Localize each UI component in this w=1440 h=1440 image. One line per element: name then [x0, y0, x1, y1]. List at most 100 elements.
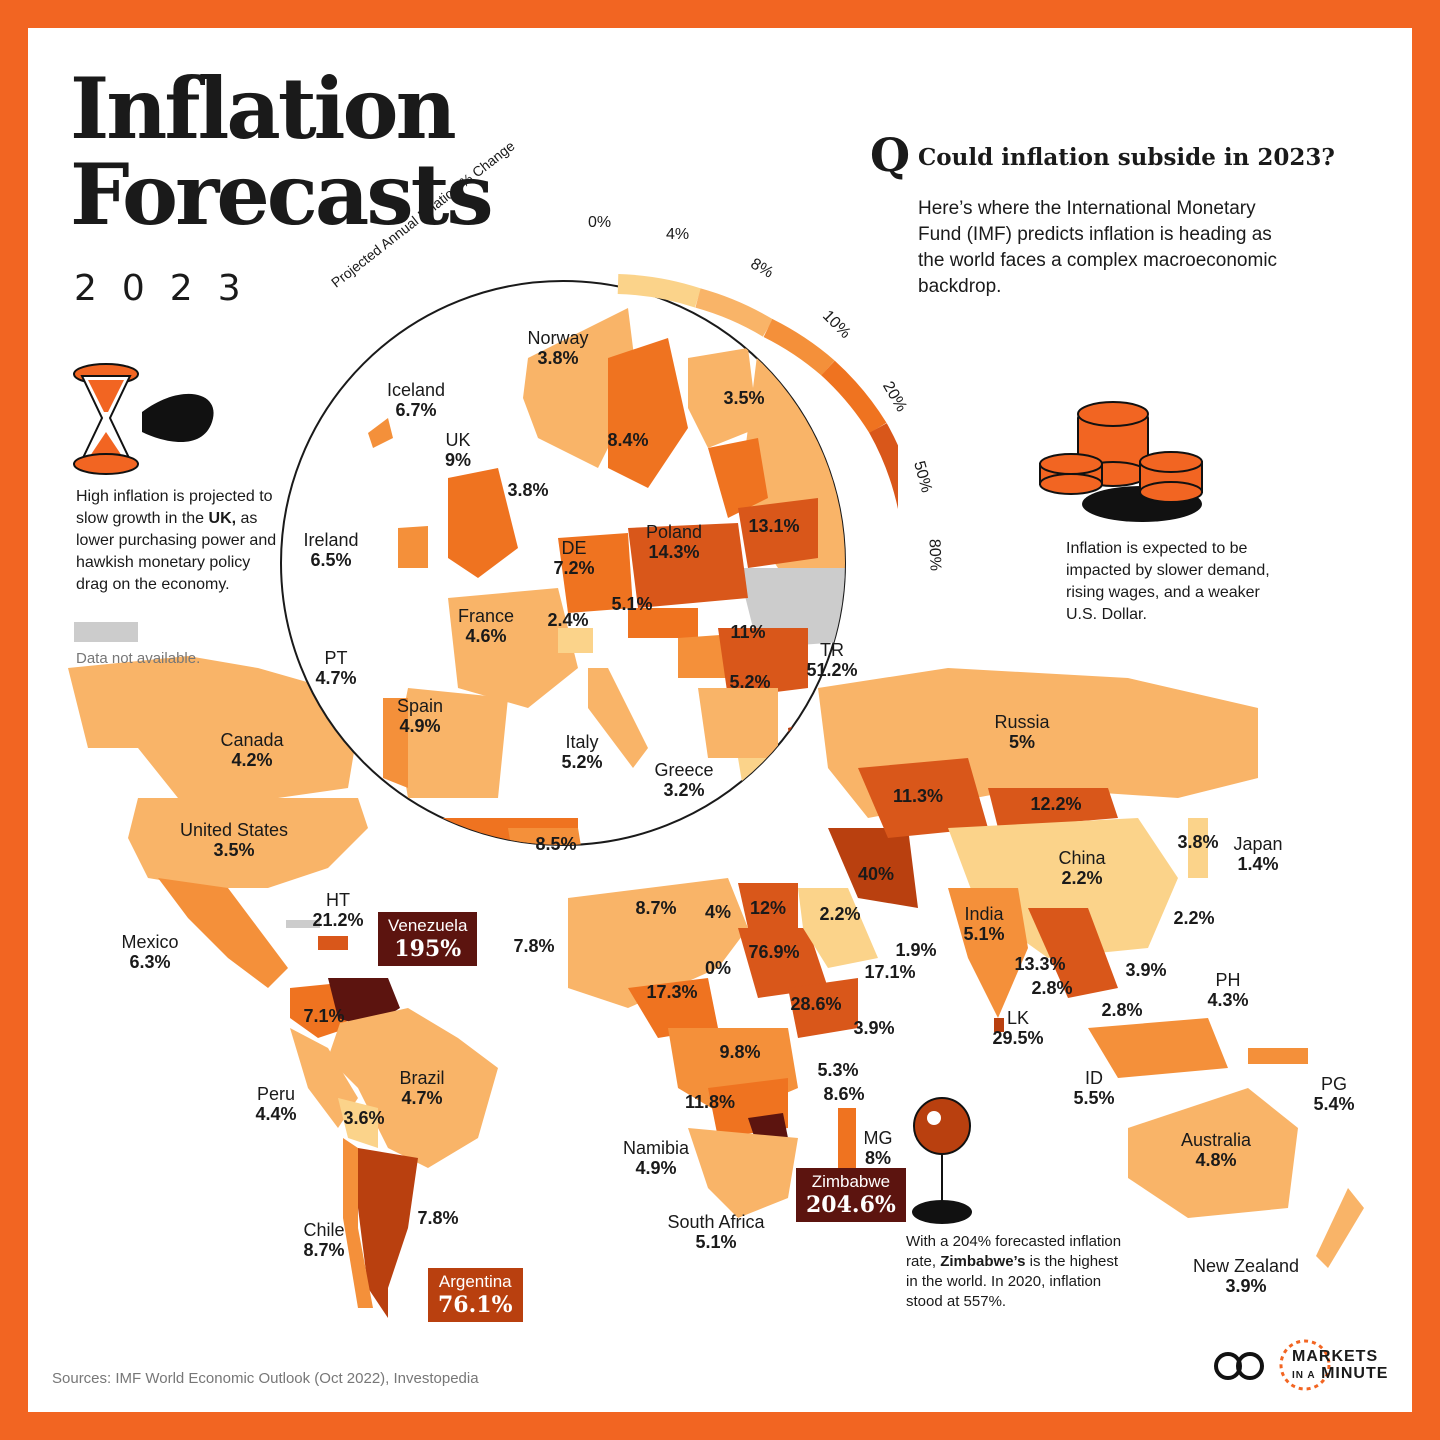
value-oman: 1.9%: [895, 940, 937, 960]
label-papua-new-guinea: PG 5.4%: [1313, 1074, 1355, 1114]
country-france: [448, 588, 578, 708]
country-iran: [828, 828, 918, 908]
label-china: China 2.2%: [1058, 848, 1106, 888]
country-baltics: [708, 438, 768, 518]
callout-argentina: Argentina 76.1%: [428, 1268, 523, 1322]
value-algeria: 8.7%: [635, 898, 677, 918]
label-russia: Russia 5%: [994, 712, 1050, 752]
value-ethiopia: 28.6%: [790, 994, 842, 1014]
value-bolivia: 3.6%: [343, 1108, 385, 1128]
country-sea: [1028, 908, 1118, 998]
label-canada: Canada 4.2%: [220, 730, 284, 770]
label-ireland: Ireland 6.5%: [303, 530, 359, 570]
country-argentina: [358, 1148, 418, 1318]
value-somalia: 3.9%: [853, 1018, 895, 1038]
country-finland: [688, 348, 758, 448]
value-bangladesh: 13.3%: [1014, 954, 1066, 974]
label-mexico: Mexico 6.3%: [121, 932, 179, 972]
value-sweden: 8.4%: [607, 430, 649, 450]
country-haiti: [318, 936, 348, 950]
value-yemen: 17.1%: [864, 962, 916, 982]
value-colombia: 7.1%: [303, 1006, 345, 1026]
value-bulgaria: 5.2%: [729, 672, 771, 692]
label-japan: Japan 1.4%: [1233, 834, 1283, 874]
label-namibia: Namibia 4.9%: [622, 1138, 690, 1178]
infographic-frame: Projected Annual Inflation % Change 0% 4…: [28, 28, 1412, 1412]
country-mexico: [158, 878, 288, 988]
label-portugal: PT 4.7%: [315, 648, 357, 688]
value-korea: 3.8%: [1177, 832, 1219, 852]
callout-zimbabwe: Zimbabwe 204.6%: [796, 1168, 906, 1222]
label-new-zealand: New Zealand 3.9%: [1192, 1256, 1300, 1296]
label-chile: Chile 8.7%: [303, 1220, 345, 1260]
label-south-africa: South Africa 5.1%: [667, 1212, 765, 1252]
country-canada: [68, 656, 358, 798]
country-ireland: [398, 526, 428, 568]
country-sudan: [738, 928, 828, 998]
country-cuba: [286, 920, 320, 928]
country-iceland: [368, 418, 393, 448]
country-bolivia: [338, 1098, 378, 1148]
country-portugal: [383, 698, 408, 788]
country-saudi-arabia: [798, 888, 878, 968]
value-denmark: 3.8%: [507, 480, 549, 500]
data-not-available-label: Data not available.: [76, 650, 201, 667]
country-japan: [1188, 818, 1208, 878]
value-malaysia: 2.8%: [1101, 1000, 1143, 1020]
callout-venezuela: Venezuela 195%: [378, 912, 478, 966]
country-sri-lanka: [994, 1018, 1004, 1032]
value-libya: 4%: [704, 902, 732, 922]
uk-note: High inflation is projected to slow grow…: [76, 488, 277, 593]
country-brazil: [328, 1008, 498, 1168]
world-map: [68, 656, 1364, 1318]
country-mongolia: [988, 788, 1118, 828]
country-nw-africa: [568, 878, 748, 1008]
label-india: India 5.1%: [963, 904, 1005, 944]
label-brazil: Brazil 4.7%: [399, 1068, 445, 1108]
value-finland: 3.5%: [723, 388, 765, 408]
data-not-available-swatch: [74, 622, 138, 642]
brand-mustache-icon: [1214, 1352, 1264, 1380]
country-new-zealand: [1316, 1188, 1364, 1268]
title-year: 2023: [74, 268, 266, 309]
label-norway: Norway 3.8%: [527, 328, 589, 368]
label-poland: Poland 14.3%: [645, 522, 703, 562]
country-germany: [558, 533, 633, 613]
value-iran: 40%: [857, 864, 895, 884]
value-angola: 11.8%: [684, 1092, 736, 1112]
value-nigeria: 17.3%: [646, 982, 698, 1002]
value-vietnam: 3.9%: [1125, 960, 1167, 980]
source-note: Sources: IMF World Economic Outlook (Oct…: [52, 1370, 479, 1387]
value-chad: 0%: [704, 958, 732, 978]
country-balkans: [698, 688, 778, 758]
value-kazakhstan: 11.3%: [892, 786, 944, 806]
value-mozambique: 8.6%: [823, 1084, 865, 1104]
europe-inset: [280, 274, 898, 846]
label-italy: Italy 5.2%: [561, 732, 603, 772]
economy-note: Inflation is expected to be impacted by …: [1066, 540, 1270, 623]
country-australia: [1128, 1088, 1298, 1218]
country-poland: [628, 523, 748, 608]
value-mongolia: 12.2%: [1030, 794, 1082, 814]
legend-tick: 4%: [666, 226, 690, 243]
question-mark: Q: [870, 128, 911, 182]
value-egypt: 12%: [749, 898, 787, 918]
country-sweden: [608, 338, 688, 488]
value-czech: 5.1%: [611, 594, 653, 614]
label-sri-lanka: LK 29.5%: [992, 1008, 1044, 1048]
country-egypt: [738, 883, 798, 928]
label-australia: Australia 4.8%: [1180, 1130, 1252, 1170]
value-uruguay: 7.8%: [417, 1208, 459, 1228]
label-germany: DE 7.2%: [553, 538, 595, 578]
brand-ring-icon: [1279, 1339, 1331, 1391]
country-nigeria: [628, 978, 718, 1038]
legend-tick: 80%: [925, 538, 944, 572]
page-title: Inflation Forecasts: [70, 59, 494, 244]
value-tanzania: 5.3%: [817, 1060, 859, 1080]
value-dr-congo: 9.8%: [719, 1042, 761, 1062]
country-spain: [398, 688, 508, 798]
label-greece: Greece 3.2%: [654, 760, 714, 800]
country-southern-africa: [688, 1128, 798, 1218]
label-philippines: PH 4.3%: [1207, 970, 1249, 1010]
label-united-states: United States 3.5%: [179, 820, 289, 860]
